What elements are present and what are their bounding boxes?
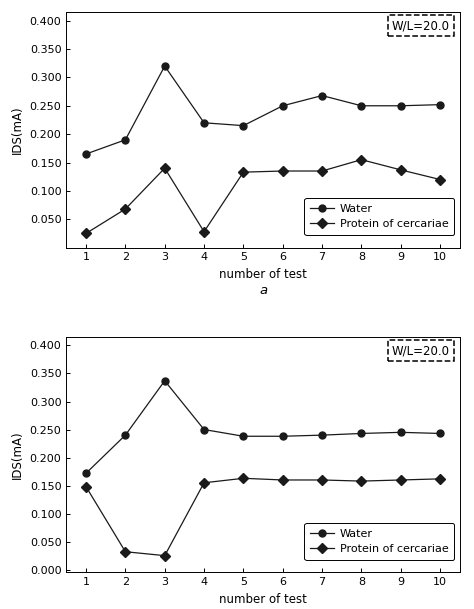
X-axis label: number of test: number of test	[219, 593, 307, 606]
X-axis label: number of test: number of test	[219, 268, 307, 281]
Y-axis label: IDS(mA): IDS(mA)	[11, 105, 24, 154]
Text: W/L=20.0: W/L=20.0	[392, 344, 450, 357]
Text: W/L=20.0: W/L=20.0	[392, 19, 450, 32]
Y-axis label: IDS(mA): IDS(mA)	[11, 431, 24, 479]
Legend: Water, Protein of cercariae: Water, Protein of cercariae	[304, 198, 454, 235]
Text: a: a	[259, 284, 267, 297]
Legend: Water, Protein of cercariae: Water, Protein of cercariae	[304, 523, 454, 560]
